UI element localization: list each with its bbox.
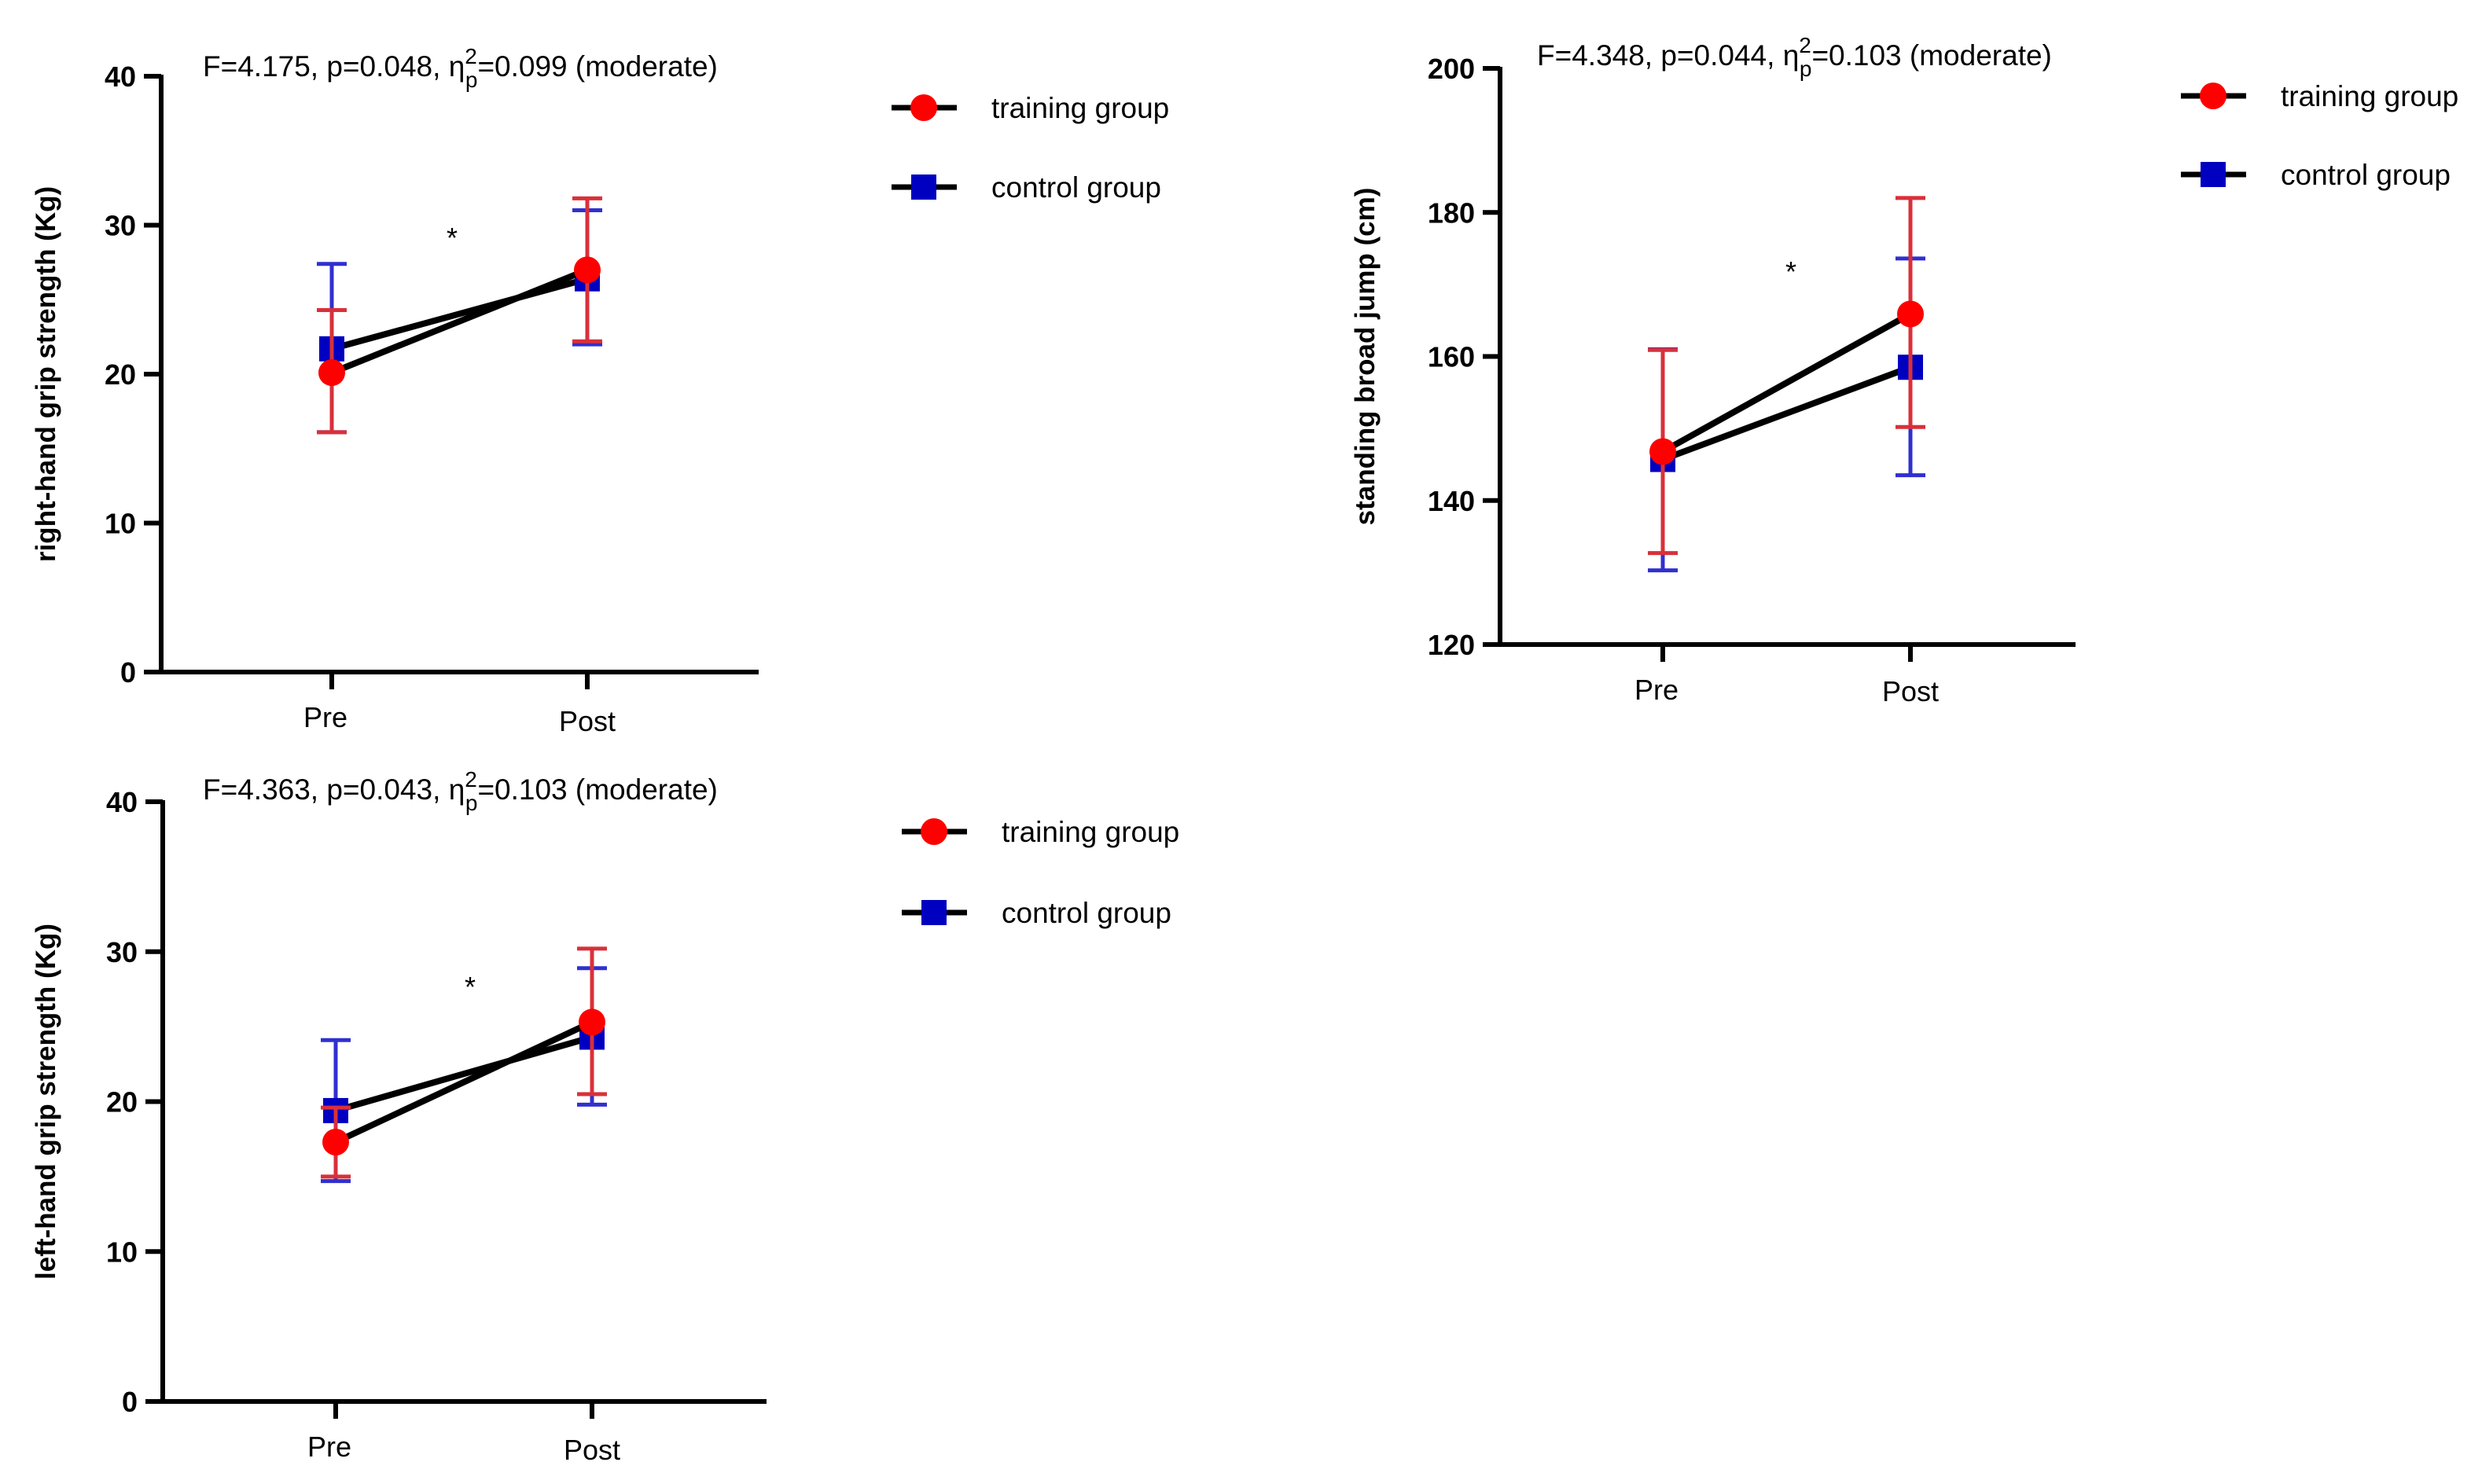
legend-label: control group [1002, 897, 1171, 929]
legend-label: control group [2281, 159, 2451, 191]
series-line [1661, 364, 1912, 463]
y-axis-label: left-hand grip strength (Kg) [31, 924, 61, 1280]
y-tick-label: 200 [1428, 53, 1475, 85]
y-tick-label: 10 [105, 508, 136, 540]
x-tick-label: Post [559, 705, 616, 737]
series-line [330, 266, 589, 376]
y-tick-label: 120 [1428, 629, 1475, 661]
data-point [579, 1008, 605, 1036]
legend-marker-circle [910, 94, 937, 121]
chart-title: F=4.348, p=0.044, η2 p=0.103 (moderate) [1537, 33, 2052, 81]
series-control [1648, 256, 1925, 573]
data-point [322, 1129, 349, 1156]
series-line [334, 1019, 594, 1145]
data-point [574, 256, 601, 284]
y-tick-label: 0 [120, 656, 136, 689]
legend-label: training group [1002, 816, 1179, 848]
x-tick-label: Pre [303, 701, 347, 733]
legend-marker-square [911, 174, 936, 200]
y-tick-label: 180 [1428, 197, 1475, 229]
chart-panel-3: 0 10 20 30 40 Pre Post left-hand grip strength … [31, 767, 1179, 1466]
legend-item-control: control group [892, 171, 1161, 204]
legend-item-training: training group [2181, 80, 2458, 112]
y-axis-label: standing broad jump (cm) [1350, 188, 1381, 526]
legend-label: training group [2281, 80, 2458, 112]
y-tick-label: 30 [106, 936, 138, 968]
series-line [330, 275, 589, 352]
series-training [321, 946, 607, 1179]
series-line [1661, 310, 1912, 454]
legend-label: control group [991, 171, 1161, 204]
y-tick-label: 140 [1428, 485, 1475, 517]
significance-marker: * [1785, 255, 1796, 288]
legend-item-control: control group [2181, 159, 2451, 191]
legend-item-training: training group [902, 816, 1179, 848]
chart-title: F=4.175, p=0.048, η2 p=0.099 (moderate) [203, 44, 718, 92]
y-tick-label: 40 [106, 786, 138, 818]
legend-marker-square [2201, 162, 2226, 187]
significance-marker: * [447, 222, 458, 254]
significance-marker: * [465, 971, 476, 1003]
y-tick-label: 160 [1428, 341, 1475, 373]
legend-item-training: training group [892, 92, 1169, 124]
y-tick-label: 10 [106, 1236, 138, 1268]
series-training [317, 196, 602, 435]
legend-marker-circle [2200, 83, 2226, 109]
legend-item-control: control group [902, 897, 1171, 929]
data-point [1649, 438, 1676, 465]
x-tick-label: Pre [1634, 674, 1679, 706]
chart-panel-2: 120 140 160 180 200 Pre Post standing broad jum… [1350, 33, 2458, 707]
y-tick-label: 20 [105, 358, 136, 391]
data-point [1897, 300, 1924, 328]
legend-label: training group [991, 92, 1169, 124]
y-tick-label: 0 [122, 1386, 138, 1418]
y-tick-label: 20 [106, 1086, 138, 1119]
chart-panel-1: 0 10 20 30 40 Pre Post right-hand grip strength… [31, 44, 1169, 737]
y-axis-label: right-hand grip strength (Kg) [31, 186, 61, 562]
series-line [334, 1034, 594, 1114]
x-tick-label: Pre [307, 1431, 351, 1463]
x-tick-label: Post [564, 1434, 620, 1466]
legend-marker-circle [921, 818, 947, 845]
data-point [318, 359, 345, 387]
x-tick-label: Post [1882, 675, 1939, 707]
chart-title: F=4.363, p=0.043, η2 p=0.103 (moderate) [203, 767, 718, 815]
y-tick-label: 40 [105, 61, 136, 93]
legend-marker-square [921, 900, 947, 925]
y-tick-label: 30 [105, 210, 136, 242]
series-training [1648, 196, 1925, 556]
